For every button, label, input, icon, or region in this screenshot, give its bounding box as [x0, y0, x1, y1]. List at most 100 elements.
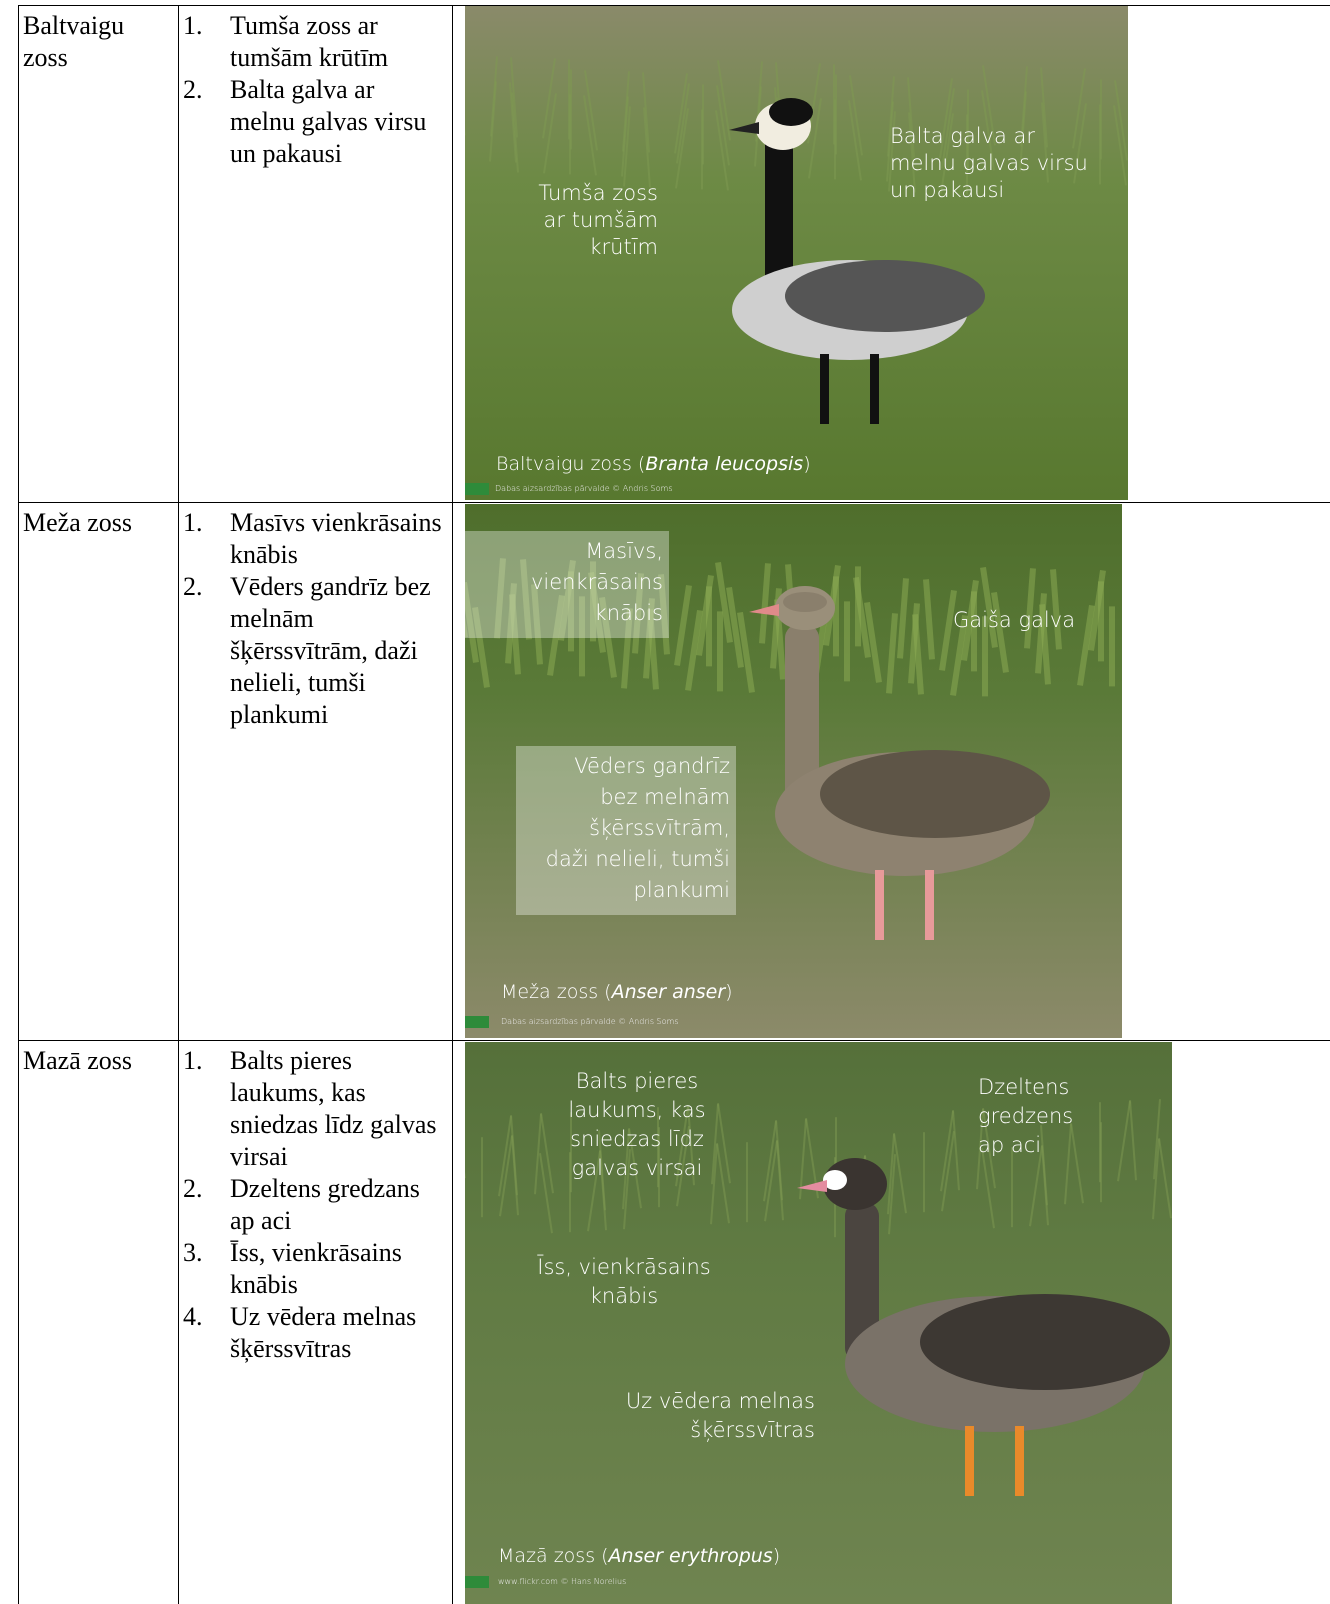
animal-name: Baltvaigu zoss: [23, 11, 125, 72]
caption-part: Baltvaigu zoss (: [496, 453, 645, 475]
grass-blade: [472, 606, 490, 688]
grass-blade: [643, 107, 651, 188]
goose-leg: [1015, 1426, 1024, 1496]
feature-number: 1.: [183, 508, 203, 537]
goose-photo: Balta galva ar melnu galvas virsu un pakau…: [465, 6, 1128, 500]
animal-name: Mazā zoss: [23, 1046, 133, 1075]
feature-item: 1. Balts pieres laukums, kas sniedzas līd…: [183, 1045, 445, 1173]
col-border: [18, 5, 19, 1604]
grass-blade: [511, 92, 519, 173]
photo-credit: www.flickr.com © Hans Norelius: [498, 1577, 626, 1586]
grass-blade: [1064, 1124, 1072, 1205]
photo-credit: Dabas aizsardzības pārvalde © Andris Som…: [501, 1017, 678, 1026]
grass-blade: [764, 1141, 778, 1222]
grass-blade: [643, 598, 655, 679]
grass-blade: [982, 65, 996, 146]
goose-head-mark: [783, 592, 827, 612]
grass-blade: [685, 609, 703, 691]
grass-blade: [1019, 91, 1027, 172]
photo-caption: Meža zoss (Anser anser): [501, 981, 733, 1003]
goose-wing: [920, 1294, 1170, 1390]
grass-blade: [849, 75, 863, 156]
goose-head-mark: [823, 1170, 847, 1190]
grass-blade: [1113, 105, 1127, 186]
grass-blade: [510, 57, 518, 138]
goose-bill: [749, 604, 779, 616]
grass-blade: [674, 73, 688, 154]
grass-blade: [598, 1130, 606, 1211]
grass-blade: [981, 90, 995, 171]
goose-photo: Masīvs, vienkrāsains knābis Gaiša galva Vēde…: [465, 504, 1122, 1038]
annotation-text: gredzens: [978, 1104, 1073, 1128]
annotation-text: Gaiša galva: [953, 608, 1075, 632]
goose-wing: [785, 260, 985, 332]
goose-bill: [729, 122, 759, 134]
grass-blade: [584, 70, 598, 151]
grass-blade: [558, 559, 576, 641]
annotation-text: vienkrāsains: [531, 570, 663, 594]
feature-text: Balts pieres laukums, kas sniedzas līdz …: [230, 1046, 437, 1171]
annotation-text: Īss, vienkrāsains: [537, 1255, 710, 1279]
photo-background: [465, 6, 1128, 500]
annotation-text: sniedzas līdz: [570, 1127, 704, 1151]
grass-blade: [534, 1114, 542, 1195]
grass-blade: [808, 98, 822, 179]
feature-item: 1. Masīvs vienkrāsains knābis: [183, 507, 445, 571]
feature-list: 1. Masīvs vienkrāsains knābis 2. Vēders gan…: [183, 507, 445, 731]
caption-part: ): [773, 1545, 780, 1567]
grass-blade: [907, 77, 915, 158]
goose-leg: [870, 354, 879, 424]
photo-caption: Mazā zoss (Anser erythropus): [498, 1545, 780, 1567]
grass-blade: [726, 586, 744, 668]
grass-blade: [941, 1131, 955, 1212]
grass-blade: [1050, 569, 1062, 650]
col-border: [452, 5, 453, 1604]
grass-blade: [505, 583, 517, 664]
col-border: [178, 5, 179, 1604]
annotation-text: laukums, kas: [568, 1098, 705, 1122]
grass-blade: [1158, 1138, 1172, 1219]
grass-blade: [1129, 1100, 1137, 1181]
grass-blade: [676, 83, 690, 164]
feature-item: 1. Tumša zoss ar tumšām krūtīm: [183, 10, 445, 74]
grass-blade: [799, 1119, 807, 1200]
feature-text: Balta galva ar melnu galvas virsu un pak…: [230, 75, 427, 168]
goose-leg: [875, 870, 884, 940]
caption-part: Mazā zoss (: [498, 1545, 609, 1567]
grass-blade: [1070, 1123, 1084, 1204]
grass-blade: [510, 1115, 518, 1196]
goose-leg: [820, 354, 829, 424]
grass-blade: [864, 601, 882, 683]
feature-number: 2.: [183, 75, 203, 104]
grass-blade: [939, 589, 957, 671]
grass-blade: [494, 558, 506, 639]
photo-credit: Dabas aizsardzības pārvalde © Andris Som…: [495, 484, 672, 493]
row-border: [18, 502, 1330, 503]
goose-neck: [845, 1202, 879, 1362]
annotation-text: šķērssvītrām,: [589, 816, 730, 840]
feature-number: 2.: [183, 572, 203, 601]
grass-blade: [940, 113, 954, 194]
grass-blade: [632, 573, 644, 654]
annotation-text: Dzeltens: [978, 1075, 1069, 1099]
grass-blade: [489, 81, 497, 162]
grass-blade: [950, 614, 968, 696]
grass-blade: [542, 58, 556, 139]
grass-blade: [621, 96, 629, 177]
grass-blade: [1024, 568, 1036, 649]
grass-blade: [1073, 103, 1087, 184]
caption-part: Meža zoss (: [501, 981, 612, 1003]
grass-blade: [622, 1129, 630, 1210]
grass-blade: [908, 603, 920, 684]
grass-blade: [1153, 1099, 1161, 1180]
grass-blade: [675, 108, 689, 189]
credit-bar: [465, 1016, 489, 1028]
goose-neck: [765, 116, 793, 296]
feature-number: 1.: [183, 11, 203, 40]
grass-blade: [716, 1143, 730, 1224]
annotation-text: Vēders gandrīz: [574, 754, 730, 778]
grass-blade: [1072, 68, 1086, 149]
caption-part: Anser erythropus: [607, 1545, 773, 1567]
grass-blade: [848, 100, 862, 181]
grass-blade: [982, 1108, 996, 1189]
